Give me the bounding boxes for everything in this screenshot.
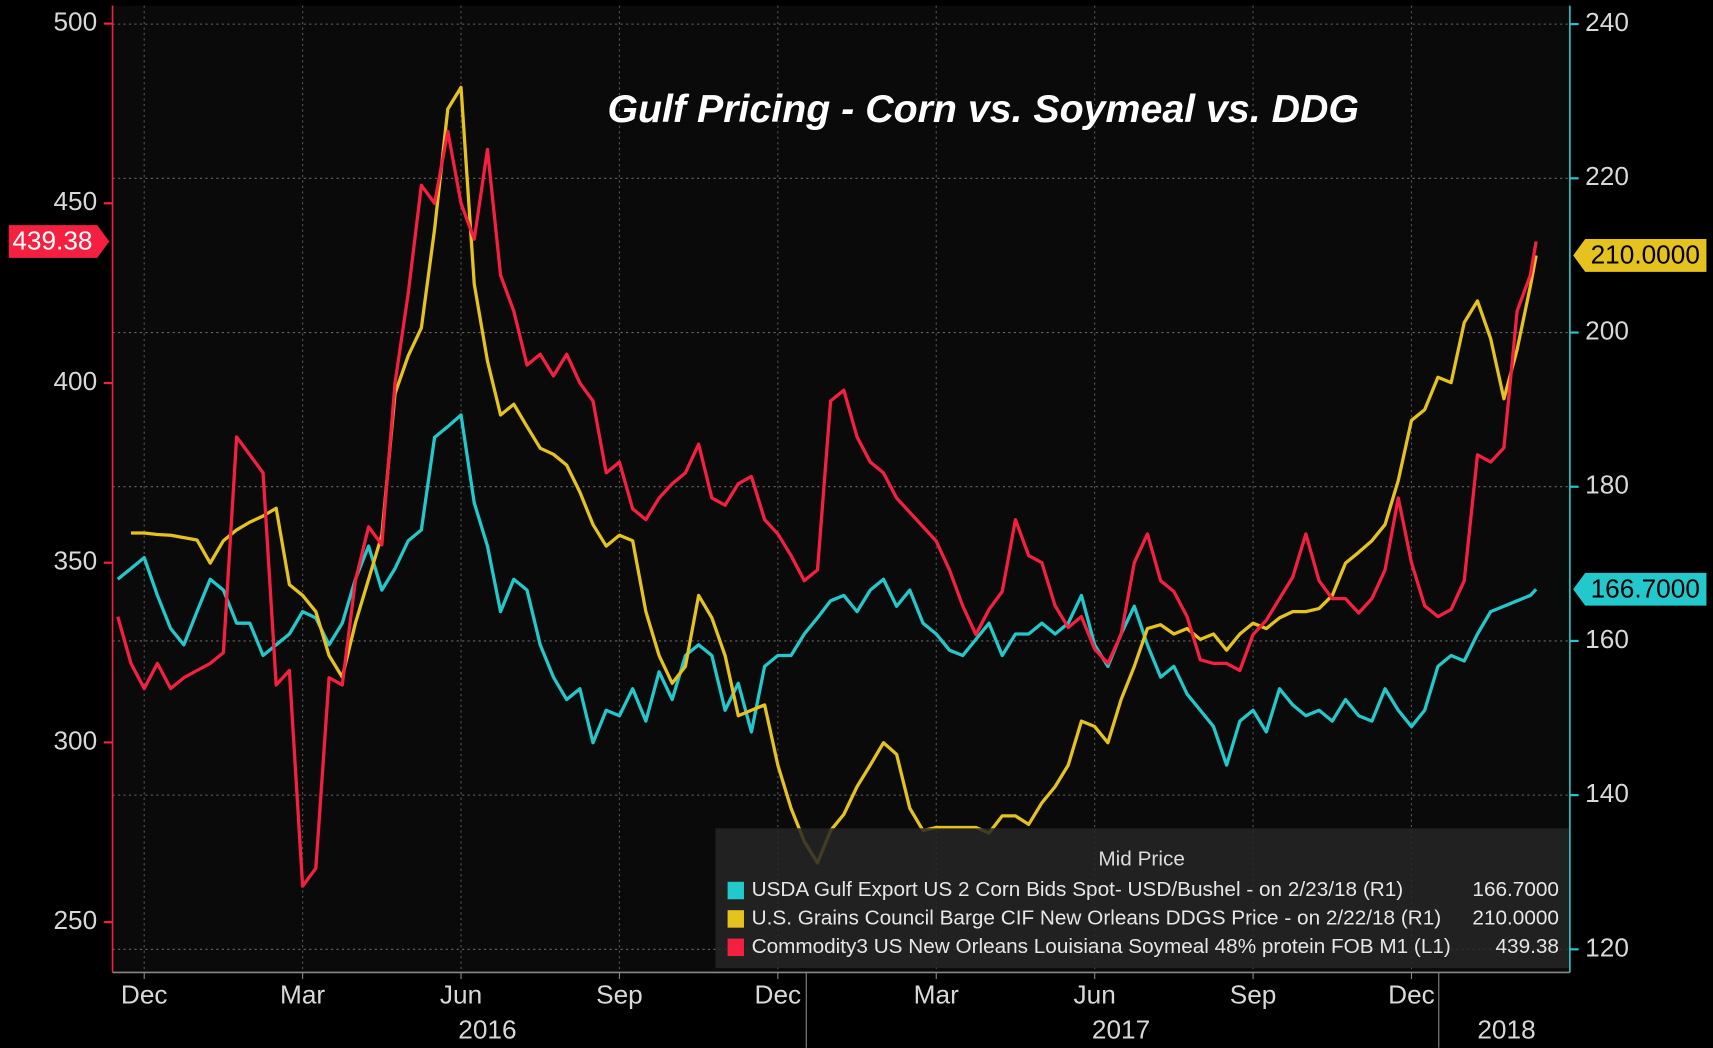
legend-label: USDA Gulf Export US 2 Corn Bids Spot- US… (752, 878, 1404, 901)
x-tick-label: Jun (440, 979, 482, 1009)
year-label: 2016 (458, 1014, 516, 1044)
legend-swatch (727, 938, 744, 957)
legend-value: 439.38 (1495, 935, 1558, 958)
y2-tick-label: 120 (1585, 932, 1629, 962)
y2-tick-label: 140 (1585, 778, 1629, 808)
y-tick-label: 400 (53, 366, 97, 396)
y-tick-label: 250 (53, 905, 97, 935)
axes: 250 300 350 400 450 500 120 140 160 180 200 220 240 D… (8, 7, 1707, 1044)
year-label: 2018 (1477, 1014, 1535, 1044)
x-tick-label: Jun (1074, 979, 1116, 1009)
legend-swatch (727, 881, 744, 900)
last-value-label: 166.7000 (1591, 573, 1700, 603)
last-value-box (1573, 239, 1707, 272)
legend: Mid Price USDA Gulf Export US 2 Corn Bid… (715, 828, 1570, 969)
last-value-label: 439.38 (12, 225, 92, 255)
y-tick-label: 300 (53, 725, 97, 755)
year-label: 2017 (1092, 1014, 1150, 1044)
x-tick-label: Mar (914, 979, 959, 1009)
x-tick-label: Sep (1230, 979, 1277, 1009)
y-tick-label: 500 (53, 7, 97, 37)
legend-label: Commodity3 US New Orleans Louisiana Soym… (752, 935, 1451, 958)
x-tick-label: Dec (755, 979, 802, 1009)
x-tick-label: Mar (280, 979, 325, 1009)
chart-title: Gulf Pricing - Corn vs. Soymeal vs. DDG (607, 87, 1359, 131)
x-tick-label: Dec (1388, 979, 1435, 1009)
x-tick-label: Dec (121, 979, 168, 1009)
series-line (116, 129, 1538, 888)
y-tick-label: 450 (53, 186, 97, 216)
last-value-box (1573, 572, 1707, 606)
y2-tick-label: 160 (1585, 624, 1629, 654)
legend-box (715, 828, 1570, 969)
y2-tick-label: 220 (1585, 161, 1629, 191)
y-tick-label: 350 (53, 546, 97, 576)
last-value-box (8, 225, 110, 258)
last-value-label: 210.0000 (1591, 239, 1700, 269)
legend-swatch (727, 910, 744, 928)
y2-tick-label: 180 (1585, 470, 1629, 500)
x-tick-label: Sep (596, 979, 643, 1009)
legend-value: 210.0000 (1472, 906, 1559, 929)
y2-tick-label: 240 (1585, 7, 1629, 37)
legend-value: 166.7000 (1472, 878, 1559, 901)
series-line (130, 85, 1538, 865)
legend-label: U.S. Grains Council Barge CIF New Orlean… (752, 906, 1442, 929)
y2-tick-label: 200 (1585, 315, 1629, 345)
plot-area (112, 5, 1570, 973)
legend-title: Mid Price (1098, 847, 1184, 870)
lines (116, 85, 1538, 888)
